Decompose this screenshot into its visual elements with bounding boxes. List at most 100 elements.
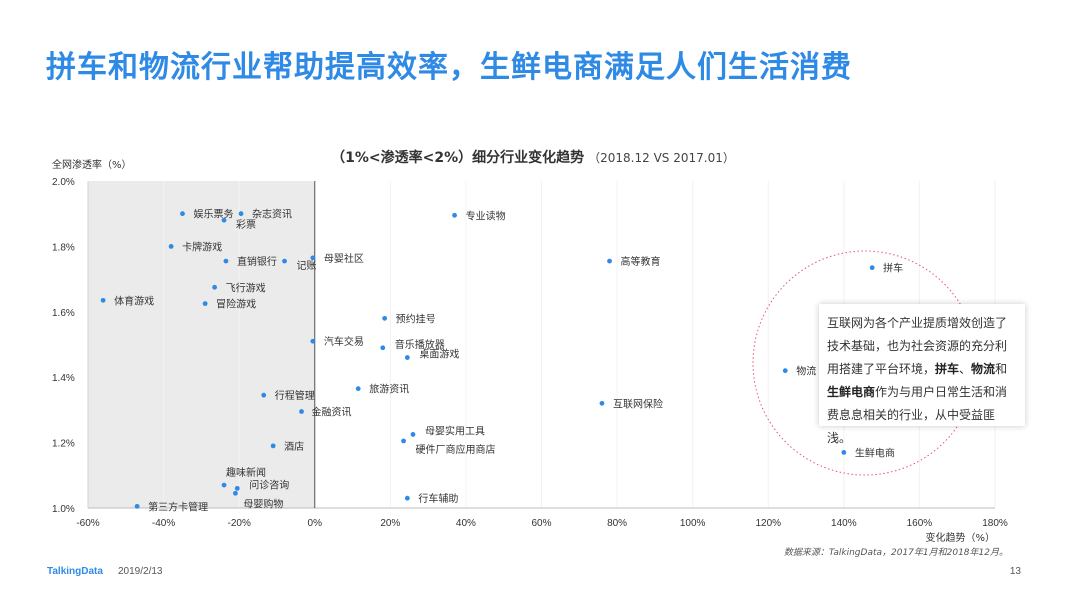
point-label: 汽车交易 [324,335,364,348]
point-label: 预约挂号 [396,312,436,325]
data-point [782,368,788,374]
chart-title-main: （1%<渗透率<2%）细分行业变化趋势 [331,150,585,166]
data-point [221,482,227,488]
x-tick-label: 120% [755,518,781,529]
point-label: 旅游资讯 [369,383,409,396]
data-point [238,211,244,217]
point-label: 高等教育 [621,255,661,268]
callout-text: 和 [995,362,1008,376]
x-tick-label: 60% [531,518,551,529]
point-label: 娱乐票务 [193,208,233,221]
point-label: 母婴购物 [243,497,283,510]
data-point [180,211,185,217]
point-label: 问诊咨询 [249,478,289,491]
callout-highlight: 生鲜电商 [827,385,876,399]
chart-title-sub: （2018.12 VS 2017.01） [588,151,735,165]
page-number: 13 [1009,566,1021,577]
data-point [401,438,406,444]
point-label: 体育游戏 [114,294,154,307]
x-tick-label: 140% [831,518,857,529]
data-source: 数据来源：TalkingData，2017年1月和2018年12月。 [783,548,1008,558]
point-label: 生鲜电商 [855,446,895,459]
data-point [382,315,388,321]
data-point [599,400,605,406]
data-point [869,265,875,271]
point-label: 音乐播放器 [395,338,445,351]
y-tick-label: 1.4% [52,373,75,384]
data-point [410,432,416,437]
point-label: 母婴实用工具 [425,424,485,437]
y-tick-label: 1.8% [52,242,75,253]
data-point [607,258,612,264]
data-point [212,284,218,290]
x-tick-label: 40% [456,518,476,529]
callout-highlight: 物流 [971,362,996,376]
callout-box: 互联网为各个产业提质增效创造了技术基础，也为社会资源的充分利用搭建了平台环境，拼… [819,304,1025,445]
callout-text: 互联网为各个产业提质增效创造了技术基础，也为社会资源的充分利用搭建了平台环境， [827,316,1008,376]
point-label: 飞行游戏 [226,281,266,294]
x-tick-label: 80% [607,518,627,529]
y-axis-label: 全网渗透率（%） [52,158,132,171]
data-point [270,443,276,449]
point-label: 卡牌游戏 [182,240,222,253]
y-tick-label: 1.6% [52,308,75,319]
data-point [232,490,238,496]
point-label: 物流 [796,365,816,378]
data-point [404,495,410,501]
callout-text: 作为与用户日常生活和消费息息相关的行业，从中受益匪浅。 [827,385,1008,445]
data-point [299,409,304,414]
point-label: 行车辅助 [418,492,458,505]
point-label: 酒店 [284,440,304,453]
point-label: 互联网保险 [613,397,663,410]
x-tick-label: 160% [907,518,933,529]
point-label: 专业读物 [466,209,506,222]
data-point [221,217,227,223]
x-tick-label: -20% [227,518,250,529]
y-tick-label: 1.2% [52,439,75,450]
data-point [355,386,361,392]
point-label: 金融资讯 [312,406,352,419]
x-tick-label: 100% [680,518,706,529]
point-label: 桌面游戏 [419,348,459,361]
data-point [404,355,410,360]
point-label: 杂志资讯 [252,208,292,221]
point-label: 趣味新闻 [226,466,266,479]
y-tick-label: 2.0% [52,177,75,188]
data-point [841,450,847,455]
callout-highlight: 拼车 [935,362,960,376]
x-tick-label: -40% [152,518,175,529]
point-label: 直销银行 [237,255,277,268]
data-point [261,392,267,398]
callout-text: 、 [959,362,972,376]
x-axis-label: 变化趋势（%） [925,531,995,544]
data-point [223,258,229,264]
brand-logo: TalkingData [47,566,103,577]
x-tick-label: 0% [308,518,323,529]
footer-date: 2019/2/13 [118,566,163,577]
point-label: 母婴社区 [324,252,364,265]
y-tick-label: 1.0% [52,504,75,515]
x-tick-label: 180% [982,518,1008,529]
x-tick-label: 20% [380,518,400,529]
data-point [100,297,106,303]
data-point [310,338,316,344]
point-label: 拼车 [883,262,903,275]
data-point [168,244,174,249]
data-point [282,258,287,264]
data-point [234,485,240,491]
data-point [452,212,457,218]
point-label: 彩票 [236,219,256,231]
data-point [202,301,208,307]
page-title: 拼车和物流行业帮助提高效率，生鲜电商满足人们生活消费 [46,50,852,85]
chart-title: （1%<渗透率<2%）细分行业变化趋势 （2018.12 VS 2017.01） [0,147,1066,167]
point-label: 行程管理 [275,389,315,402]
point-label: 第三方卡管理 [148,500,208,513]
point-label: 记账 [297,260,317,272]
data-point [380,345,386,351]
shaded-region [88,181,315,508]
point-label: 冒险游戏 [216,298,256,311]
data-point [134,503,140,509]
x-tick-label: -60% [76,518,99,529]
data-point [310,255,316,261]
